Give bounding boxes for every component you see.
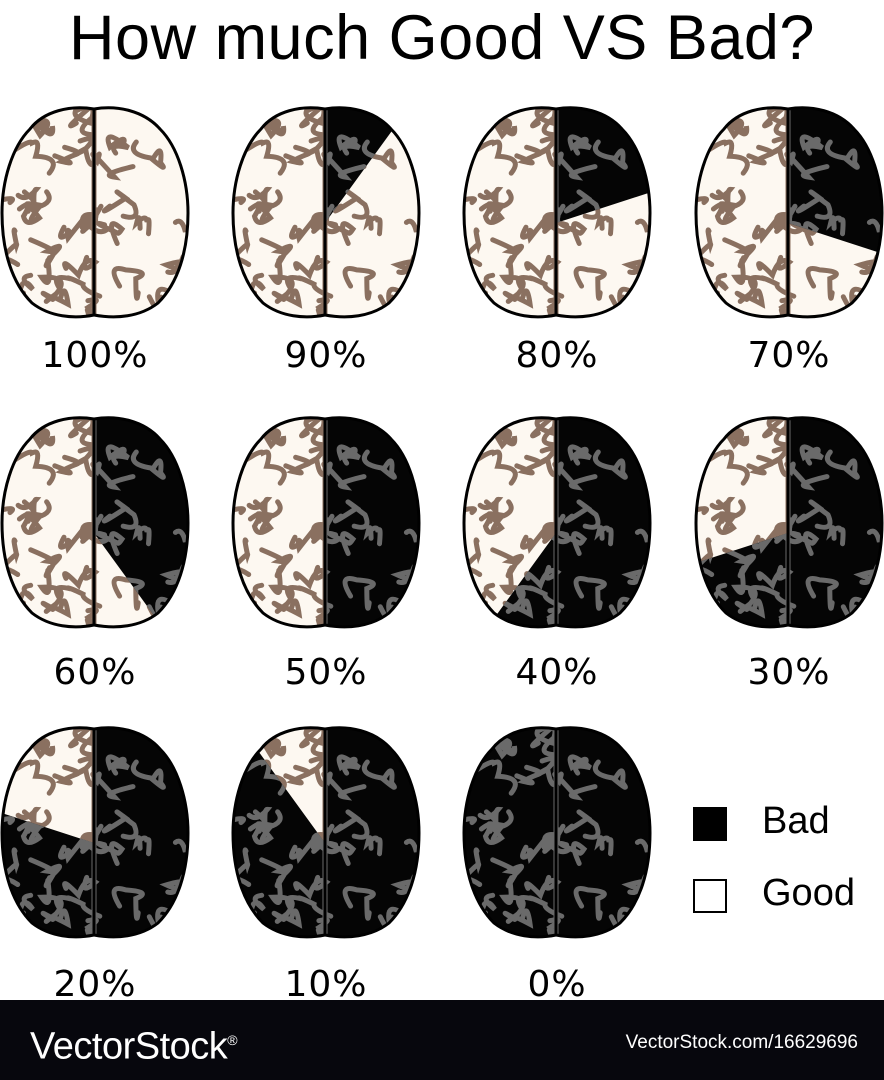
brain-cell: 0% [462,723,652,1005]
percent-label: 30% [747,652,831,693]
legend: Bad Good [690,795,880,939]
percent-label: 100% [41,335,149,376]
page-title: How much Good VS Bad? [69,3,815,73]
brain-cell: 40% [462,413,652,693]
registered-mark: ® [227,1032,238,1048]
brain-grid: 100% 90% 80% 70% 60% 50% 40% 30% 20% 10% 0% [0,103,884,1005]
brain-cell: 90% [231,103,421,376]
percent-label: 10% [284,964,368,1005]
percent-label: 0% [527,964,587,1005]
stock-url: VectorStock.com/16629696 [625,1032,858,1053]
percent-label: 50% [284,652,368,693]
brain-icon [694,106,884,319]
legend-item-good: Good [690,867,880,939]
percent-label: 90% [284,335,368,376]
brain-icon [694,416,884,629]
brand-logo: VectorStock® [30,1016,238,1071]
brain-icon [462,726,652,939]
percent-label: 20% [53,964,137,1005]
legend-item-bad: Bad [690,795,880,867]
percent-label: 40% [515,652,599,693]
brain-cell: 50% [231,413,421,693]
bad-swatch [693,807,727,841]
brain-cell: 20% [0,723,190,1005]
brain-icon [231,106,421,319]
brain-cell: 10% [231,723,421,1005]
brand-name: VectorStock [30,1025,228,1068]
percent-label: 60% [53,652,137,693]
brain-cell: 30% [694,413,884,693]
percent-label: 70% [747,335,831,376]
brain-cell: 80% [462,103,652,376]
brain-cell: 70% [694,103,884,376]
brain-cell: 60% [0,413,190,693]
brain-icon [231,416,421,629]
brain-icon [0,416,190,629]
percent-label: 80% [515,335,599,376]
good-swatch [693,879,727,913]
brain-icon [0,106,190,319]
legend-label-bad: Bad [762,800,830,842]
brain-icon [462,106,652,319]
brain-cell: 100% [0,103,190,376]
brain-icon [231,726,421,939]
footer-bar: VectorStock® VectorStock.com/16629696 [0,1000,884,1080]
legend-label-good: Good [762,872,855,914]
brain-icon [462,416,652,629]
brain-icon [0,726,190,939]
